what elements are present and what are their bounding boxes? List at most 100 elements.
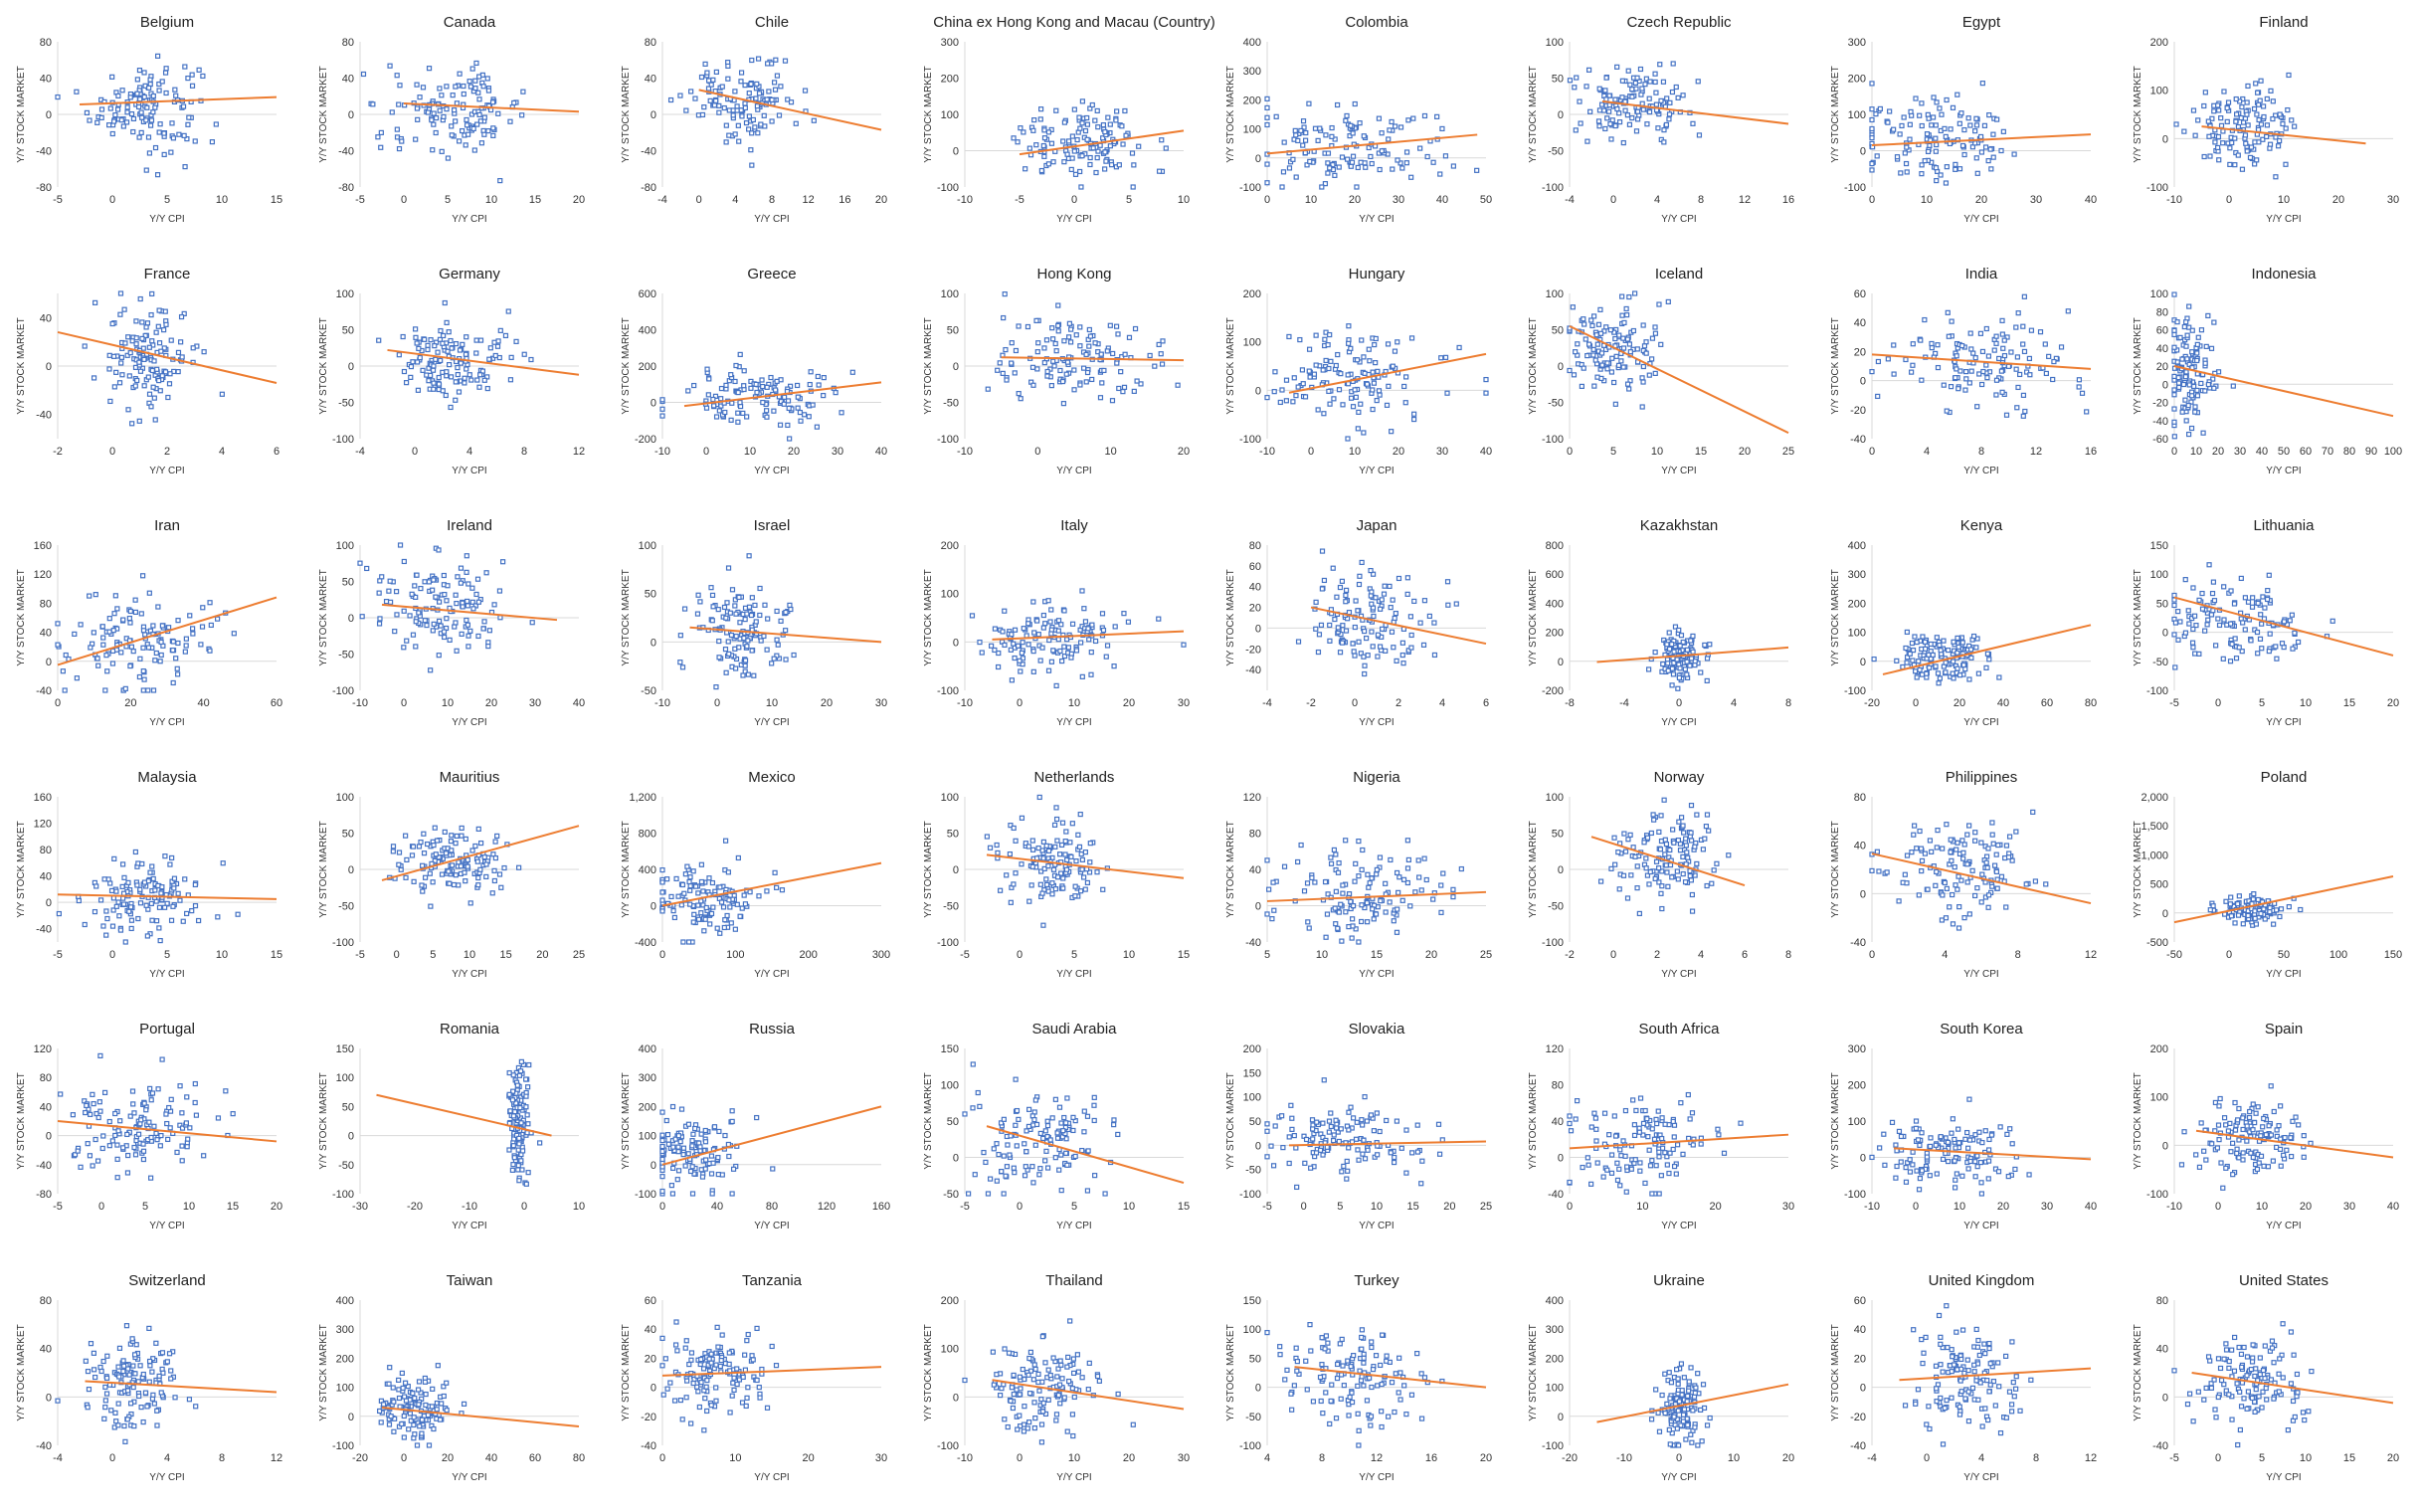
scatter-point [1983, 362, 1989, 368]
x-tick-label: 150 [2384, 949, 2402, 961]
y-tick-label: 0 [2162, 628, 2168, 640]
scatter-point [189, 72, 195, 78]
x-tick-label: -50 [2166, 949, 2182, 961]
x-tick-label: 10 [1349, 446, 1361, 458]
x-tick-label: 50 [1480, 194, 1492, 206]
scatter-point [1632, 853, 1638, 859]
scatter-point [1111, 663, 1117, 669]
scatter-point [2194, 350, 2200, 356]
scatter-point [732, 89, 738, 94]
scatter-point [1612, 96, 1618, 102]
scatter-point [1029, 364, 1036, 370]
scatter-point [156, 81, 162, 88]
scatter-point [2249, 604, 2256, 610]
chart-panel-japan: Japan -40 -20 0 20 40 60 80 -4 -2 0 2 4 6 Y/Y CPI Y/Y S… [1210, 503, 1511, 754]
scatter-point [778, 398, 784, 405]
scatter-point [184, 1144, 190, 1150]
scatter-point [1264, 395, 1270, 401]
scatter-point [1421, 855, 1427, 861]
scatter-point [1061, 608, 1067, 614]
scatter-point [383, 598, 390, 605]
scatter-point [132, 609, 139, 616]
scatter-point [1362, 670, 1368, 677]
scatter-point [92, 908, 98, 915]
scatter-point [1658, 97, 1664, 103]
x-tick-label: 12 [1739, 194, 1751, 206]
chart-title: Iceland [1655, 266, 1703, 283]
scatter-point [1097, 395, 1104, 401]
scatter-point [168, 149, 174, 155]
scatter-point [778, 84, 784, 90]
scatter-point [1329, 133, 1335, 139]
scatter-point [1394, 658, 1399, 664]
scatter-point [802, 88, 809, 94]
scatter-point [1089, 622, 1095, 628]
scatter-point [1944, 96, 1950, 103]
y-axis-label: Y/Y STOCK MARKET [923, 569, 934, 665]
scatter-point [1627, 82, 1633, 88]
trend-line [1601, 99, 1789, 125]
scatter-point [1663, 862, 1669, 868]
scatter-point [2203, 343, 2209, 349]
scatter-point [1175, 382, 1181, 388]
scatter-point [783, 628, 789, 634]
scatter-point [419, 882, 425, 888]
scatter-point [1079, 588, 1085, 594]
scatter-point [2006, 834, 2013, 840]
x-tick-label: 10 [1105, 446, 1117, 458]
y-tick-label: 20 [2156, 361, 2168, 373]
scatter-point [1609, 355, 1615, 361]
scatter-point [1674, 868, 1680, 874]
scatter-points [984, 794, 1110, 928]
scatter-point [109, 661, 116, 666]
y-axis-label: Y/Y STOCK MARKET [2133, 569, 2143, 665]
scatter-point [2206, 133, 2212, 139]
scatter-point [1957, 368, 1963, 374]
scatter-point [1356, 409, 1362, 415]
x-tick-label: 10 [1651, 446, 1663, 458]
scatter-point [1430, 896, 1436, 902]
chart-title: Mexico [748, 769, 796, 786]
scatter-point [2210, 579, 2217, 585]
scatter-point [1930, 114, 1937, 120]
y-tick-label: 150 [336, 1043, 354, 1055]
scatter-point [483, 861, 489, 867]
scatter-point [198, 642, 204, 648]
scatter-point [128, 925, 134, 932]
scatter-point [1016, 323, 1022, 329]
chart-panel-mauritius: Mauritius -100 -50 0 50 100 -5 0 5 10 15 20 25 Y/Y CP… [302, 755, 604, 1006]
scatter-point [147, 869, 153, 875]
scatter-point [2238, 616, 2244, 622]
scatter-point [1960, 855, 1966, 861]
scatter-points [1597, 797, 1732, 917]
y-tick-label: 100 [336, 792, 354, 804]
scatter-point [397, 83, 403, 89]
scatter-point [131, 1110, 137, 1116]
scatter-point [1935, 828, 1941, 834]
y-tick-label: 120 [34, 819, 52, 831]
scatter-point [1147, 352, 1153, 359]
scatter-point [453, 620, 459, 626]
scatter-point [155, 53, 161, 59]
scatter-point [121, 306, 127, 312]
scatter-point [2211, 385, 2217, 391]
scatter-point [1591, 383, 1597, 389]
scatter-point [1112, 624, 1118, 630]
scatter-point [1110, 350, 1116, 357]
scatter-point [1273, 113, 1279, 119]
scatter-point [1000, 370, 1006, 376]
scatter-point [425, 342, 431, 348]
scatter-point [1948, 850, 1954, 855]
scatter-point [1944, 408, 1950, 414]
scatter-point [1366, 144, 1372, 151]
x-axis-label: Y/Y CPI [452, 717, 486, 728]
scatter-point [1030, 127, 1036, 133]
scatter-point [787, 602, 793, 608]
scatter-point [1935, 342, 1941, 348]
scatter-point [1359, 866, 1365, 872]
trend-line [992, 630, 1185, 641]
scatter-point [1885, 119, 1891, 125]
scatter-point [1972, 355, 1978, 361]
scatter-point [1959, 838, 1965, 844]
